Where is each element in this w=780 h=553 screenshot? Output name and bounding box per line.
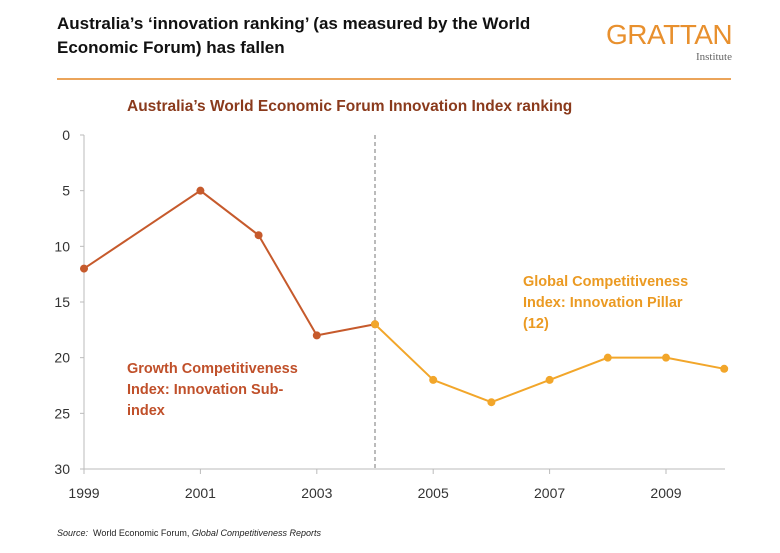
y-tick-label: 30 <box>54 461 70 477</box>
source-report: Global Competitiveness Reports <box>191 528 321 538</box>
x-tick-label: 2003 <box>301 485 332 501</box>
y-tick-label: 20 <box>54 350 70 366</box>
growth-series-label: Index: Innovation Sub- <box>127 382 283 398</box>
x-tick-label: 2001 <box>185 485 216 501</box>
data-point <box>429 375 438 384</box>
data-point <box>196 186 205 195</box>
source-label: Source: <box>57 528 89 538</box>
y-tick-label: 5 <box>62 183 70 199</box>
data-point <box>603 353 612 362</box>
y-tick-label: 25 <box>54 405 70 421</box>
global-series-label: Index: Innovation Pillar <box>523 295 683 311</box>
data-point <box>80 264 88 273</box>
data-point <box>254 231 263 240</box>
x-tick-label: 1999 <box>68 485 99 501</box>
source-note: Source: World Economic Forum, Global Com… <box>57 528 321 539</box>
logo-sub: Institute <box>695 51 732 63</box>
page-title: Australia’s ‘innovation ranking’ (as mea… <box>57 14 531 57</box>
data-point <box>720 364 729 373</box>
data-point <box>371 320 379 329</box>
y-tick-label: 15 <box>54 294 70 310</box>
global-series-label: (12) <box>523 316 549 332</box>
x-tick-label: 2005 <box>418 485 449 501</box>
chart-title: Australia’s World Economic Forum Innovat… <box>127 98 573 115</box>
series-line-1 <box>374 323 725 404</box>
grattan-logo: GRATTAN Institute <box>606 19 733 64</box>
source-org: World Economic Forum, <box>93 528 190 538</box>
data-point <box>487 398 496 407</box>
growth-label-bg <box>120 352 342 422</box>
growth-series-label: Growth Competitiveness <box>127 361 298 377</box>
logo-main: GRATTAN <box>606 19 733 50</box>
data-point <box>312 331 321 340</box>
header-divider <box>57 78 731 80</box>
data-point <box>662 353 670 362</box>
series-line-0 <box>83 189 376 337</box>
global-series-label: Global Competitiveness <box>523 274 688 290</box>
x-tick-label: 2007 <box>534 485 565 501</box>
y-tick-label: 0 <box>62 127 70 143</box>
x-tick-label: 2009 <box>650 485 681 501</box>
data-point <box>545 375 554 384</box>
growth-series-label: index <box>127 403 165 419</box>
y-tick-label: 10 <box>54 238 70 254</box>
